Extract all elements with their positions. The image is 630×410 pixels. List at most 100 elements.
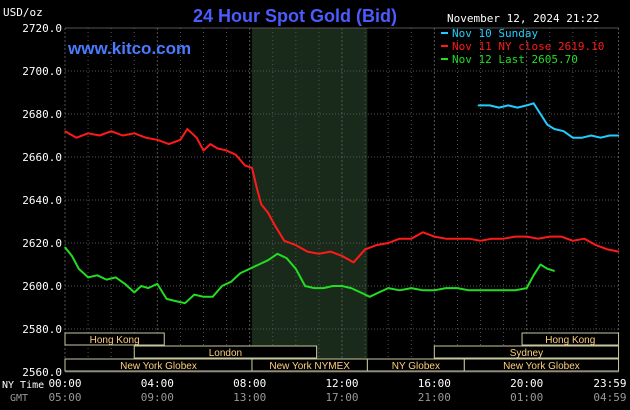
y-tick-label: 2720.0 <box>22 22 62 35</box>
data-point <box>532 274 535 276</box>
data-point <box>387 242 389 244</box>
data-point <box>477 104 479 106</box>
data-point <box>105 278 108 281</box>
session-label: Sydney <box>510 348 543 359</box>
data-point <box>445 287 447 289</box>
data-point <box>78 268 80 270</box>
x-tick-label-ny: 12:00 <box>325 377 358 390</box>
axis-layer: 2720.0 2700.0 2680.0 2660.0 2640.0 2620.0 2600… <box>2 22 627 404</box>
data-point <box>526 287 528 289</box>
x-tick-label-ny: 20:00 <box>510 377 543 390</box>
data-point <box>156 139 158 141</box>
y-tick-label: 2660.0 <box>22 151 62 164</box>
data-point <box>433 289 435 291</box>
x-tick-label-gmt: 09:00 <box>141 391 174 404</box>
data-point <box>249 268 251 270</box>
data-point <box>64 246 66 248</box>
data-point <box>322 287 325 289</box>
data-point <box>239 272 242 274</box>
x-tick-label-gmt: 21:00 <box>418 391 451 404</box>
data-point <box>514 289 516 291</box>
data-point <box>87 276 89 278</box>
data-point <box>267 259 269 261</box>
data-point <box>313 287 315 289</box>
y-tick-label: 2620.0 <box>22 237 62 250</box>
data-point <box>491 238 493 240</box>
x-axis-label-ny: NY Time <box>2 380 44 391</box>
data-point <box>295 268 297 270</box>
data-point <box>260 203 262 205</box>
data-point <box>145 137 147 139</box>
data-point <box>590 134 592 137</box>
legend-entry: Nov 10 Sunday <box>452 27 538 40</box>
data-point <box>75 137 78 139</box>
data-point <box>399 289 401 291</box>
data-point <box>202 296 205 298</box>
y-tick-label: 2580.0 <box>22 323 62 336</box>
data-point <box>175 300 177 302</box>
x-tick-label-ny: 04:00 <box>141 377 174 390</box>
y-tick-label: 2560.0 <box>22 366 62 379</box>
x-tick-label-ny: 00:00 <box>48 377 81 390</box>
data-point <box>572 137 574 139</box>
legend-entry: Nov 12 Last 2605.70 <box>452 53 578 66</box>
data-point <box>295 244 297 246</box>
series-line-2 <box>64 128 619 264</box>
data-point <box>140 285 142 287</box>
data-point <box>133 132 135 134</box>
timestamp: November 12, 2024 21:22 <box>447 12 599 25</box>
data-point <box>498 106 500 109</box>
data-point <box>526 104 528 106</box>
data-point <box>606 248 609 251</box>
data-point <box>168 143 170 145</box>
x-tick-label-ny: 16:00 <box>418 377 451 390</box>
data-point <box>216 147 218 149</box>
x-tick-label-gmt: 04:59 <box>593 391 626 404</box>
data-point <box>617 251 620 253</box>
data-point <box>595 244 597 246</box>
data-point <box>186 128 188 130</box>
data-point <box>617 134 620 137</box>
chart-title: 24 Hour Spot Gold (Bid) <box>193 6 397 26</box>
data-point <box>445 238 447 240</box>
y-tick-label: 2680.0 <box>22 108 62 121</box>
data-point <box>267 212 269 214</box>
data-point <box>546 124 549 126</box>
data-point <box>329 251 332 253</box>
data-point <box>184 302 186 304</box>
data-point <box>468 289 470 291</box>
data-point <box>209 143 212 145</box>
session-bar <box>521 332 620 346</box>
data-point <box>502 289 505 291</box>
session-layer: Hong Kong Hong Kong London Sydney New York G… <box>64 332 620 372</box>
data-point <box>225 149 228 152</box>
data-point <box>165 298 168 300</box>
watermark-logo: www.kitco.com <box>67 39 191 58</box>
session-label: Hong Kong <box>90 335 140 346</box>
data-point <box>583 238 585 240</box>
data-point <box>387 287 389 289</box>
data-point <box>410 287 412 289</box>
data-point <box>539 113 542 115</box>
data-point <box>507 104 509 106</box>
data-point <box>369 296 371 298</box>
data-point <box>581 137 583 139</box>
x-tick-label-ny: 23:59 <box>593 377 626 390</box>
session-bar <box>433 345 620 359</box>
data-point <box>364 248 366 251</box>
data-point <box>212 296 214 298</box>
data-point <box>147 287 149 289</box>
highlight-layer <box>251 28 368 372</box>
data-point <box>244 165 246 167</box>
data-point <box>221 285 223 287</box>
nymex-highlight-region <box>251 28 368 372</box>
data-point <box>318 253 320 255</box>
data-point <box>456 238 459 240</box>
data-point <box>553 128 555 130</box>
data-point <box>609 134 611 137</box>
data-point <box>96 274 98 276</box>
data-point <box>359 291 362 294</box>
data-point <box>99 134 101 137</box>
data-point <box>124 283 126 285</box>
